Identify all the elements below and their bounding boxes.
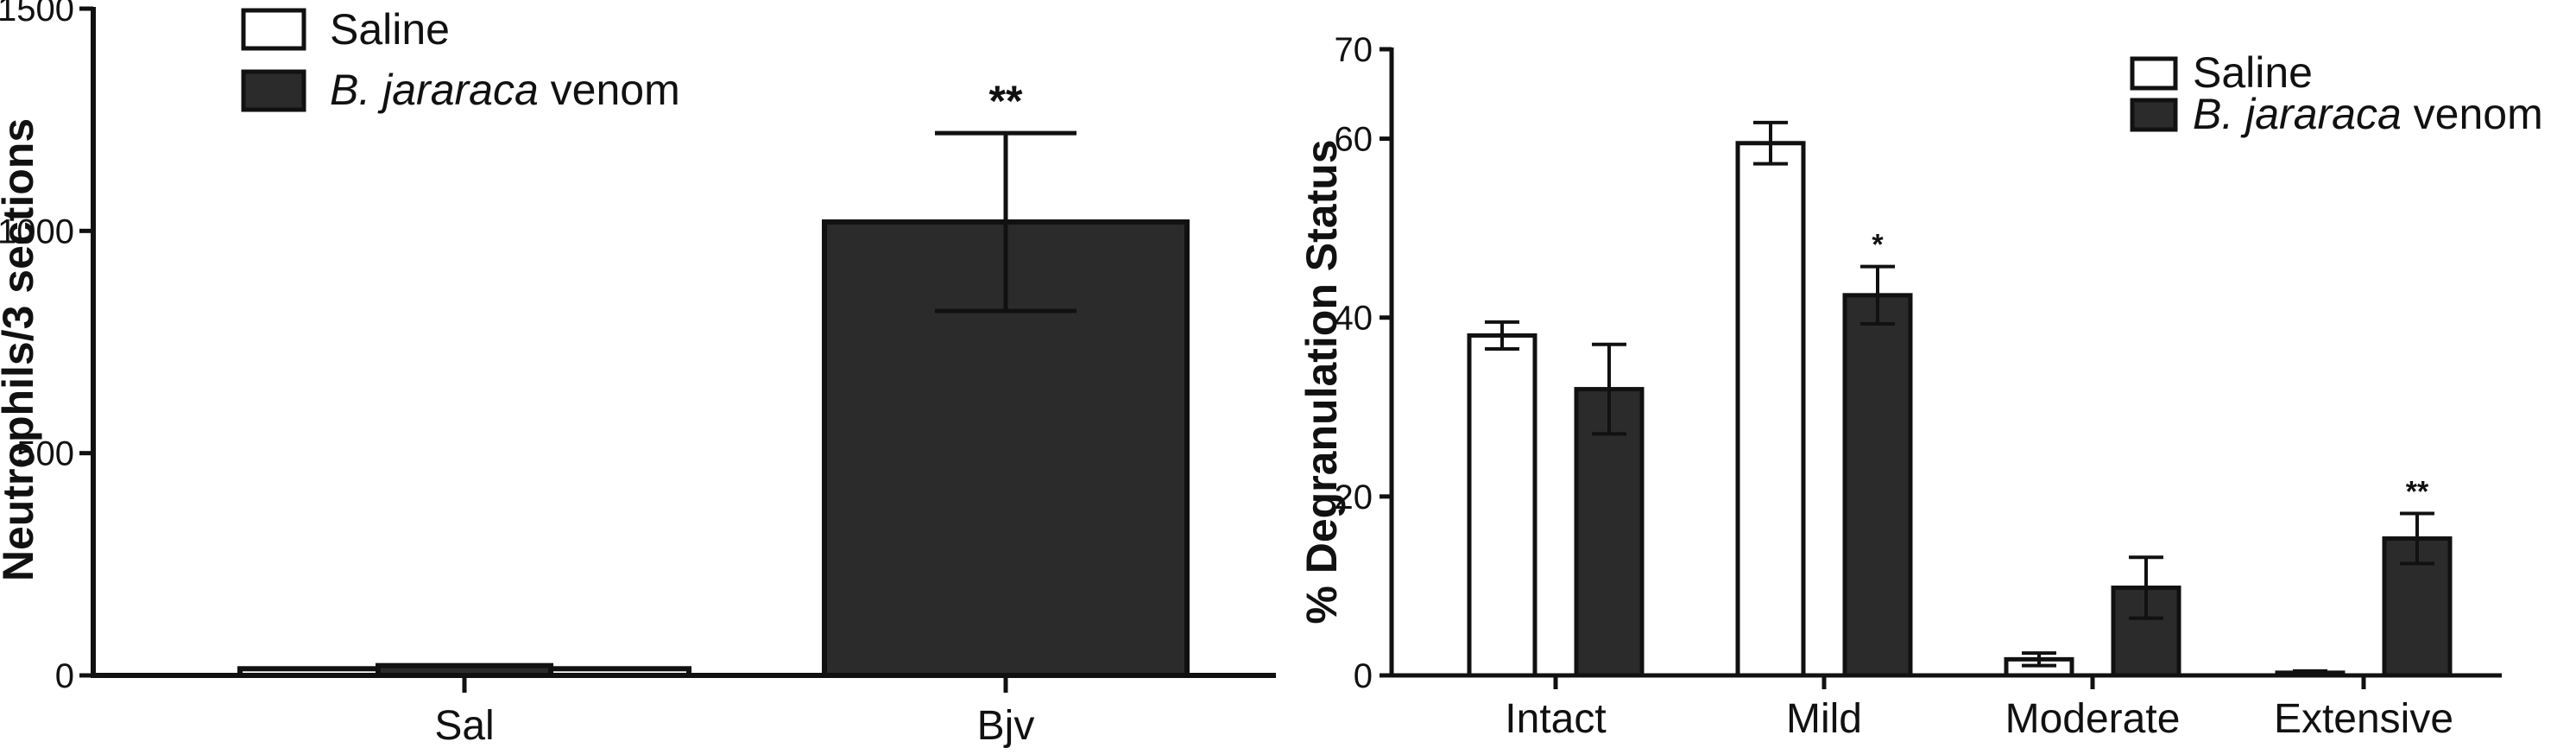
- y-axis-title-neutrophils: Neutrophils/3 sections: [0, 118, 42, 581]
- x-category-label-sal: Sal: [434, 703, 494, 749]
- bars: [1467, 120, 2453, 678]
- degranulation-chart: % Degranulation Status 0 20 40 60 70 Intact M…: [1297, 31, 2543, 742]
- bar-b-jararaca-venom-intact: [1574, 387, 1645, 678]
- legend-label-venom: B. jararaca venom: [2193, 90, 2543, 138]
- axes: [1389, 48, 2502, 689]
- y-tick-label-40: 40: [1335, 300, 1373, 338]
- x-category-label-intact: Intact: [1505, 696, 1606, 742]
- significance-label-extensive: **: [2406, 476, 2429, 509]
- significance-label-mild: *: [1872, 229, 1884, 262]
- legend-label-saline: Saline: [2193, 48, 2313, 97]
- y-tick-label-60: 60: [1335, 121, 1373, 159]
- legend: Saline B. jararaca venom: [241, 5, 680, 114]
- legend-swatch-saline: [241, 8, 306, 51]
- x-category-label-bjv: Bjv: [977, 703, 1035, 749]
- y-axis-title-degranulation: % Degranulation Status: [1297, 139, 1346, 624]
- y-ticks: 0 20 40 60 70: [1335, 31, 1392, 695]
- y-ticks: 0 500 1000 1500: [0, 0, 93, 695]
- bar-saline-mild: [1735, 141, 1806, 678]
- category-labels: Sal Bjv: [434, 703, 1034, 749]
- y-tick-label-1000: 1000: [0, 212, 74, 250]
- legend-label-venom: B. jararaca venom: [330, 66, 680, 114]
- x-category-label-moderate: Moderate: [2005, 696, 2181, 742]
- significance-labels: **: [989, 77, 1023, 125]
- axes: [91, 7, 1276, 693]
- bar-saline-intact: [1467, 333, 1537, 678]
- x-category-label-mild: Mild: [1786, 696, 1862, 742]
- neutrophils-chart: Neutrophils/3 sections 0 500 1000 1500 Sal B…: [0, 0, 1276, 749]
- y-tick-label-1500: 1500: [0, 0, 74, 29]
- y-tick-label-0: 0: [1354, 657, 1373, 695]
- bars: [237, 130, 1190, 679]
- legend-swatch-saline: [2130, 56, 2178, 91]
- category-labels: Intact Mild Moderate Extensive: [1505, 696, 2453, 742]
- y-tick-label-500: 500: [16, 435, 74, 473]
- legend-label-saline: Saline: [330, 5, 450, 54]
- bar-b-jararaca-venom-mild: [1842, 293, 1913, 678]
- y-tick-label-20: 20: [1335, 478, 1373, 516]
- y-tick-label-0: 0: [55, 657, 74, 695]
- x-category-label-extensive: Extensive: [2274, 696, 2453, 742]
- significance-label-bjv: **: [989, 77, 1023, 125]
- legend-swatch-venom: [241, 69, 306, 112]
- legend: Saline B. jararaca venom: [2130, 48, 2543, 138]
- legend-swatch-venom: [2130, 98, 2178, 132]
- y-tick-label-70: 70: [1335, 31, 1373, 69]
- significance-labels: ***: [1872, 229, 2429, 509]
